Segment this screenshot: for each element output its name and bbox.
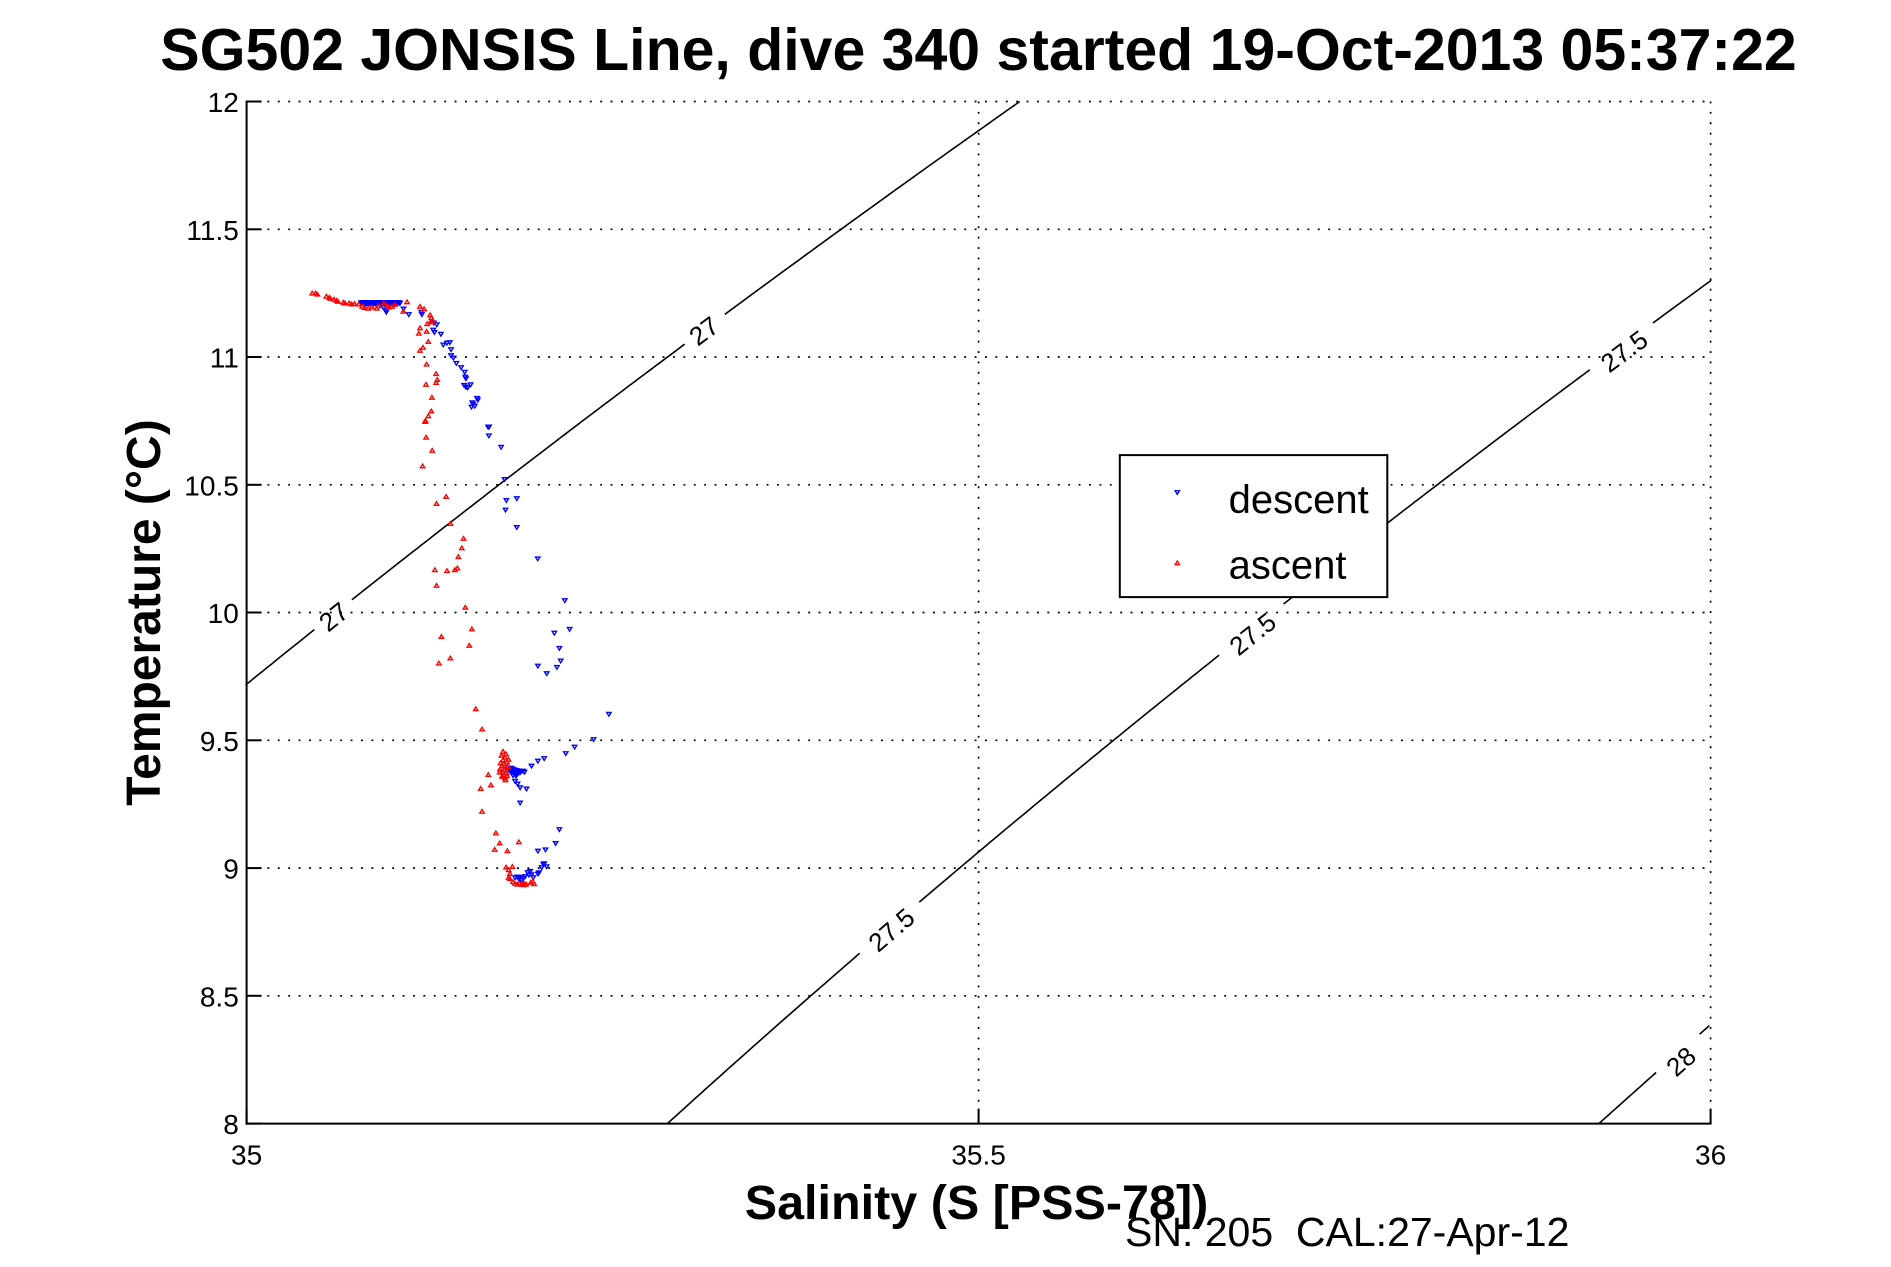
svg-text:35: 35: [231, 1140, 262, 1171]
svg-text:descent: descent: [1229, 478, 1369, 522]
svg-text:ascent: ascent: [1229, 544, 1347, 588]
svg-text:8: 8: [223, 1109, 239, 1140]
svg-text:11.5: 11.5: [186, 215, 238, 246]
svg-text:11: 11: [210, 343, 239, 374]
svg-text:10.5: 10.5: [184, 470, 239, 501]
svg-text:12: 12: [208, 87, 239, 118]
svg-text:8.5: 8.5: [200, 981, 239, 1012]
svg-text:9.5: 9.5: [200, 726, 239, 757]
svg-text:Salinity (S [PSS-78]): Salinity (S [PSS-78]): [745, 1176, 1209, 1230]
svg-text:SN: 205 CAL:27-Apr-12: SN: 205 CAL:27-Apr-12: [1125, 1209, 1569, 1255]
svg-text:SG502 JONSIS Line, dive 340 st: SG502 JONSIS Line, dive 340 started 19-O…: [160, 17, 1796, 83]
svg-text:36: 36: [1695, 1140, 1726, 1171]
svg-text:9: 9: [223, 854, 239, 885]
svg-text:Temperature (°C): Temperature (°C): [118, 419, 171, 805]
svg-text:10: 10: [208, 598, 239, 629]
svg-text:35.5: 35.5: [951, 1140, 1006, 1171]
